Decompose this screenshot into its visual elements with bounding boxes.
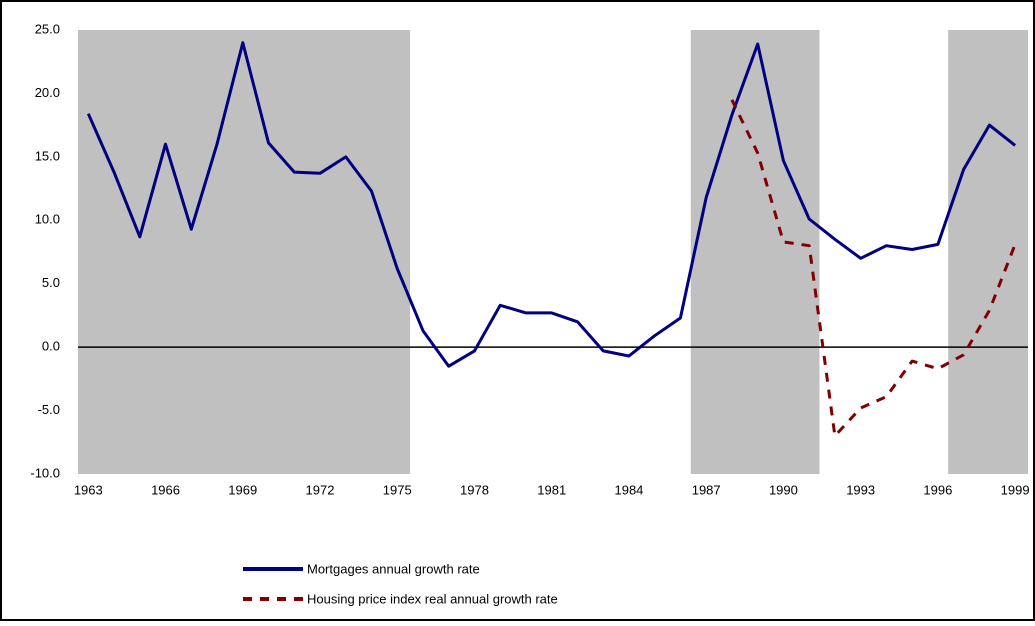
- x-tick-label: 1981: [537, 482, 566, 497]
- x-tick-label: 1969: [228, 482, 257, 497]
- y-tick-label: 25.0: [35, 21, 60, 36]
- y-tick-label: 10.0: [35, 212, 60, 227]
- y-tick-label: -5.0: [38, 402, 60, 417]
- shaded-period: [948, 30, 1028, 474]
- y-tick-label: -10.0: [30, 465, 60, 480]
- y-tick-label: 5.0: [42, 275, 60, 290]
- legend-label: Housing price index real annual growth r…: [307, 591, 558, 606]
- shaded-period: [78, 30, 411, 474]
- series-line: [86, 41, 1017, 368]
- y-tick-label: 20.0: [35, 85, 60, 100]
- series-line: [730, 99, 1017, 438]
- x-tick-label: 1966: [151, 482, 180, 497]
- x-tick-label: 1993: [846, 482, 875, 497]
- x-tick-label: 1990: [769, 482, 798, 497]
- legend-label: Mortgages annual growth rate: [307, 561, 480, 576]
- x-tick-label: 1963: [74, 482, 103, 497]
- x-tick-label: 1999: [1001, 482, 1030, 497]
- shaded-period: [690, 30, 820, 474]
- x-tick-label: 1987: [692, 482, 721, 497]
- x-tick-label: 1972: [306, 482, 335, 497]
- y-tick-label: 0.0: [42, 339, 60, 354]
- y-tick-label: 15.0: [35, 148, 60, 163]
- x-tick-label: 1975: [383, 482, 412, 497]
- x-tick-label: 1978: [460, 482, 489, 497]
- x-tick-label: 1984: [614, 482, 643, 497]
- x-tick-label: 1996: [923, 482, 952, 497]
